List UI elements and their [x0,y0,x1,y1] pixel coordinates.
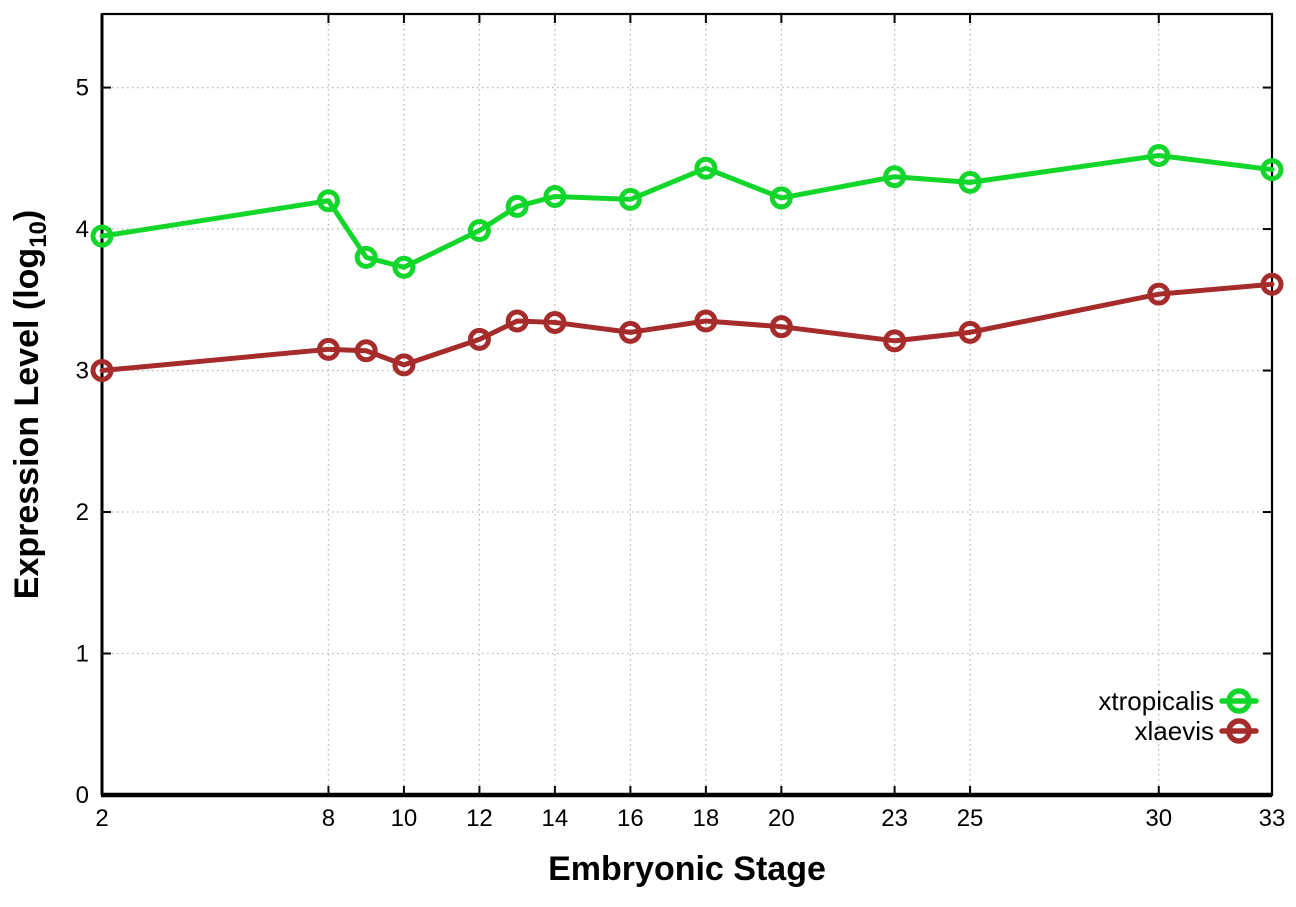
data-point-xlaevis [883,329,907,353]
data-point-xtropicalis [543,185,567,209]
x-tick-label: 16 [617,805,644,832]
legend-entry-xtropicalis: xtropicalis [1098,686,1259,716]
y-tick-label: 0 [76,782,89,809]
x-tick-label: 10 [391,805,418,832]
series-xtropicalis [90,143,1284,279]
x-tick-label: 23 [881,805,908,832]
data-point-xtropicalis [883,165,907,189]
y-axis-title: Expression Level (log10) [8,210,52,599]
data-point-xlaevis [354,339,378,363]
data-point-xlaevis [505,309,529,333]
x-tick-label: 30 [1145,805,1172,832]
x-tick-label: 18 [693,805,720,832]
y-tick-label: 3 [76,358,89,385]
x-tick-label: 33 [1259,805,1286,832]
x-tick-label: 14 [542,805,569,832]
legend-marker-xtropicalis [1226,688,1252,714]
data-point-xtropicalis [1147,143,1171,167]
data-point-xtropicalis [467,218,491,242]
data-point-xlaevis [316,337,340,361]
data-point-xtropicalis [694,156,718,180]
x-tick-label: 20 [768,805,795,832]
legend-entry-xlaevis: xlaevis [1135,716,1259,746]
data-point-xlaevis [1147,282,1171,306]
legend-marker-xlaevis [1226,718,1252,744]
data-point-xtropicalis [505,194,529,218]
legend-label-xlaevis: xlaevis [1135,716,1214,746]
data-point-xtropicalis [769,186,793,210]
x-tick-label: 8 [322,805,335,832]
x-axis-title: Embryonic Stage [548,850,826,888]
data-point-xtropicalis [90,224,114,248]
data-point-xtropicalis [316,189,340,213]
data-point-xlaevis [90,359,114,383]
data-point-xtropicalis [958,170,982,194]
data-point-xtropicalis [354,245,378,269]
y-tick-label: 5 [76,75,89,102]
data-point-xlaevis [1260,272,1284,296]
data-point-xtropicalis [1260,158,1284,182]
data-point-xlaevis [769,315,793,339]
x-tick-label: 2 [95,805,108,832]
data-point-xlaevis [392,353,416,377]
y-tick-label: 4 [76,216,89,243]
data-point-xtropicalis [618,187,642,211]
data-point-xlaevis [467,327,491,351]
y-tick-label: 2 [76,499,89,526]
data-point-xtropicalis [392,255,416,279]
series-line-xtropicalis [99,152,1275,270]
data-point-xlaevis [694,309,718,333]
data-point-xlaevis [958,320,982,344]
data-point-xlaevis [618,320,642,344]
x-tick-label: 12 [466,805,493,832]
y-tick-label: 1 [76,641,89,668]
legend-label-xtropicalis: xtropicalis [1098,686,1214,716]
series-xlaevis [90,272,1284,383]
x-tick-label: 25 [957,805,984,832]
data-point-xlaevis [543,310,567,334]
